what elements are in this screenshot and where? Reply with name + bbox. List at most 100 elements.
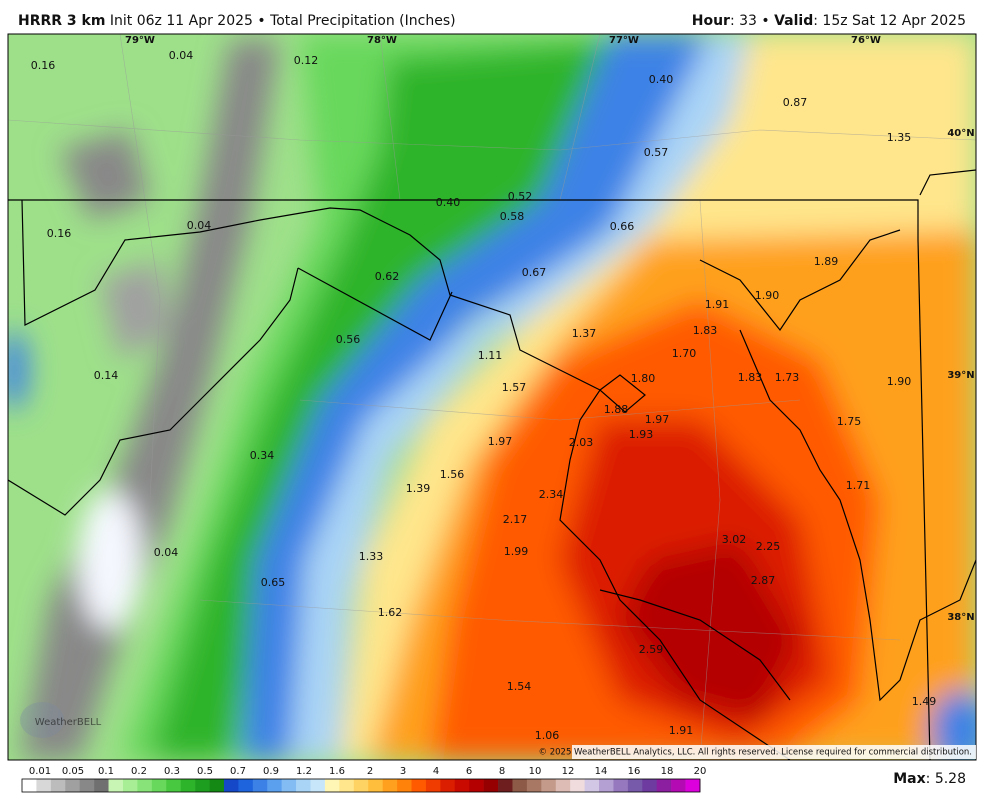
color-swatch bbox=[281, 779, 297, 792]
color-swatch bbox=[310, 779, 326, 792]
point-value: 1.90 bbox=[755, 289, 780, 302]
color-swatch bbox=[296, 779, 311, 792]
colorbar-label: 1.2 bbox=[296, 766, 312, 777]
color-swatch bbox=[454, 779, 470, 792]
color-swatch bbox=[526, 779, 542, 792]
longitude-label: 77°W bbox=[609, 35, 639, 46]
latitude-labels: 40°N 39°N 38°N bbox=[947, 128, 974, 623]
point-value: 0.04 bbox=[187, 219, 212, 232]
color-swatch bbox=[425, 779, 441, 792]
colorbar-label: 4 bbox=[433, 766, 439, 777]
color-swatch bbox=[483, 779, 499, 792]
colorbar-label: 6 bbox=[466, 766, 472, 777]
point-value: 1.39 bbox=[406, 482, 431, 495]
color-swatch bbox=[122, 779, 138, 792]
point-value: 0.16 bbox=[31, 59, 56, 72]
longitude-label: 76°W bbox=[851, 35, 881, 46]
latitude-label: 39°N bbox=[947, 370, 974, 381]
color-swatch bbox=[685, 779, 701, 792]
point-value: 1.37 bbox=[572, 327, 597, 340]
map-frame bbox=[7, 33, 977, 761]
point-value: 1.54 bbox=[507, 680, 532, 693]
latitude-label: 40°N bbox=[947, 128, 974, 139]
point-value: 1.91 bbox=[669, 724, 694, 737]
color-swatch bbox=[555, 779, 571, 792]
point-value: 1.88 bbox=[604, 403, 629, 416]
colorbar-label: 2 bbox=[367, 766, 373, 777]
point-value: 0.52 bbox=[508, 190, 533, 203]
longitude-label: 78°W bbox=[367, 35, 397, 46]
color-swatch bbox=[108, 779, 124, 792]
color-swatch bbox=[627, 779, 643, 792]
color-swatch bbox=[642, 779, 658, 792]
color-swatch bbox=[671, 779, 686, 792]
colorbar-label: 0.2 bbox=[131, 766, 147, 777]
point-value: 0.65 bbox=[261, 576, 286, 589]
point-value: 2.25 bbox=[756, 540, 781, 553]
color-swatch bbox=[36, 779, 52, 792]
color-swatch bbox=[223, 779, 239, 792]
logo-mark bbox=[20, 702, 64, 738]
point-value: 1.83 bbox=[738, 371, 763, 384]
point-value: 0.40 bbox=[649, 73, 674, 86]
point-value: 1.93 bbox=[629, 428, 654, 441]
colorbar-label: 8 bbox=[499, 766, 505, 777]
color-swatch bbox=[180, 779, 196, 792]
color-swatch bbox=[65, 779, 81, 792]
point-value: 0.04 bbox=[154, 546, 179, 559]
colorbar-label: 0.7 bbox=[230, 766, 246, 777]
point-value: 1.62 bbox=[378, 606, 403, 619]
color-swatch bbox=[440, 779, 456, 792]
color-swatch bbox=[50, 779, 66, 792]
colorbar-label: 1.6 bbox=[329, 766, 345, 777]
point-value: 1.75 bbox=[837, 415, 862, 428]
point-value: 0.62 bbox=[375, 270, 400, 283]
point-value: 1.33 bbox=[359, 550, 384, 563]
point-value: 2.03 bbox=[569, 436, 594, 449]
model-name: HRRR 3 km bbox=[18, 13, 105, 29]
point-value: 1.97 bbox=[488, 435, 513, 448]
point-value: 0.66 bbox=[610, 220, 635, 233]
color-swatch bbox=[613, 779, 629, 792]
max-value: : 5.28 bbox=[926, 771, 966, 787]
point-value: 1.57 bbox=[502, 381, 527, 394]
color-swatch bbox=[137, 779, 153, 792]
hour-value: : 33 • bbox=[730, 13, 770, 29]
header-right: Hour: 33 • Valid: 15z Sat 12 Apr 2025 bbox=[692, 13, 966, 29]
color-swatch bbox=[498, 779, 513, 792]
valid-value: : 15z Sat 12 Apr 2025 bbox=[813, 13, 966, 29]
point-value: 3.02 bbox=[722, 533, 747, 546]
colorbar-label: 0.01 bbox=[29, 766, 51, 777]
color-swatch bbox=[267, 779, 282, 792]
logo-text: WeatherBELL bbox=[35, 717, 102, 728]
point-value: 1.89 bbox=[814, 255, 839, 268]
colorbar-label: 20 bbox=[694, 766, 707, 777]
point-value: 0.34 bbox=[250, 449, 275, 462]
colorbar-label: 0.9 bbox=[263, 766, 279, 777]
point-value: 0.14 bbox=[94, 369, 119, 382]
colorbar-label: 10 bbox=[529, 766, 542, 777]
field-shading bbox=[8, 34, 976, 760]
point-value: 1.73 bbox=[775, 371, 800, 384]
colorbar-label: 12 bbox=[562, 766, 575, 777]
color-swatch bbox=[656, 779, 672, 792]
copyright: © 2025 WeatherBELL Analytics, LLC. All r… bbox=[539, 748, 972, 758]
color-swatch bbox=[397, 779, 412, 792]
max-label: Max bbox=[893, 771, 925, 787]
colorbar-frame bbox=[21, 778, 701, 793]
color-swatch bbox=[411, 779, 427, 792]
colorbar-label: 0.1 bbox=[98, 766, 114, 777]
point-value: 1.80 bbox=[631, 372, 656, 385]
color-swatch bbox=[324, 779, 340, 792]
color-swatch bbox=[238, 779, 254, 792]
max-text: Max: 5.28 bbox=[893, 771, 966, 787]
point-value: 1.11 bbox=[478, 349, 503, 362]
color-swatch bbox=[382, 779, 398, 792]
longitude-label: 79°W bbox=[125, 35, 155, 46]
point-value: 1.97 bbox=[645, 413, 670, 426]
colorbar-label: 3 bbox=[400, 766, 406, 777]
point-value: 0.67 bbox=[522, 266, 547, 279]
point-value: 0.56 bbox=[336, 333, 361, 346]
color-swatch bbox=[512, 779, 528, 792]
